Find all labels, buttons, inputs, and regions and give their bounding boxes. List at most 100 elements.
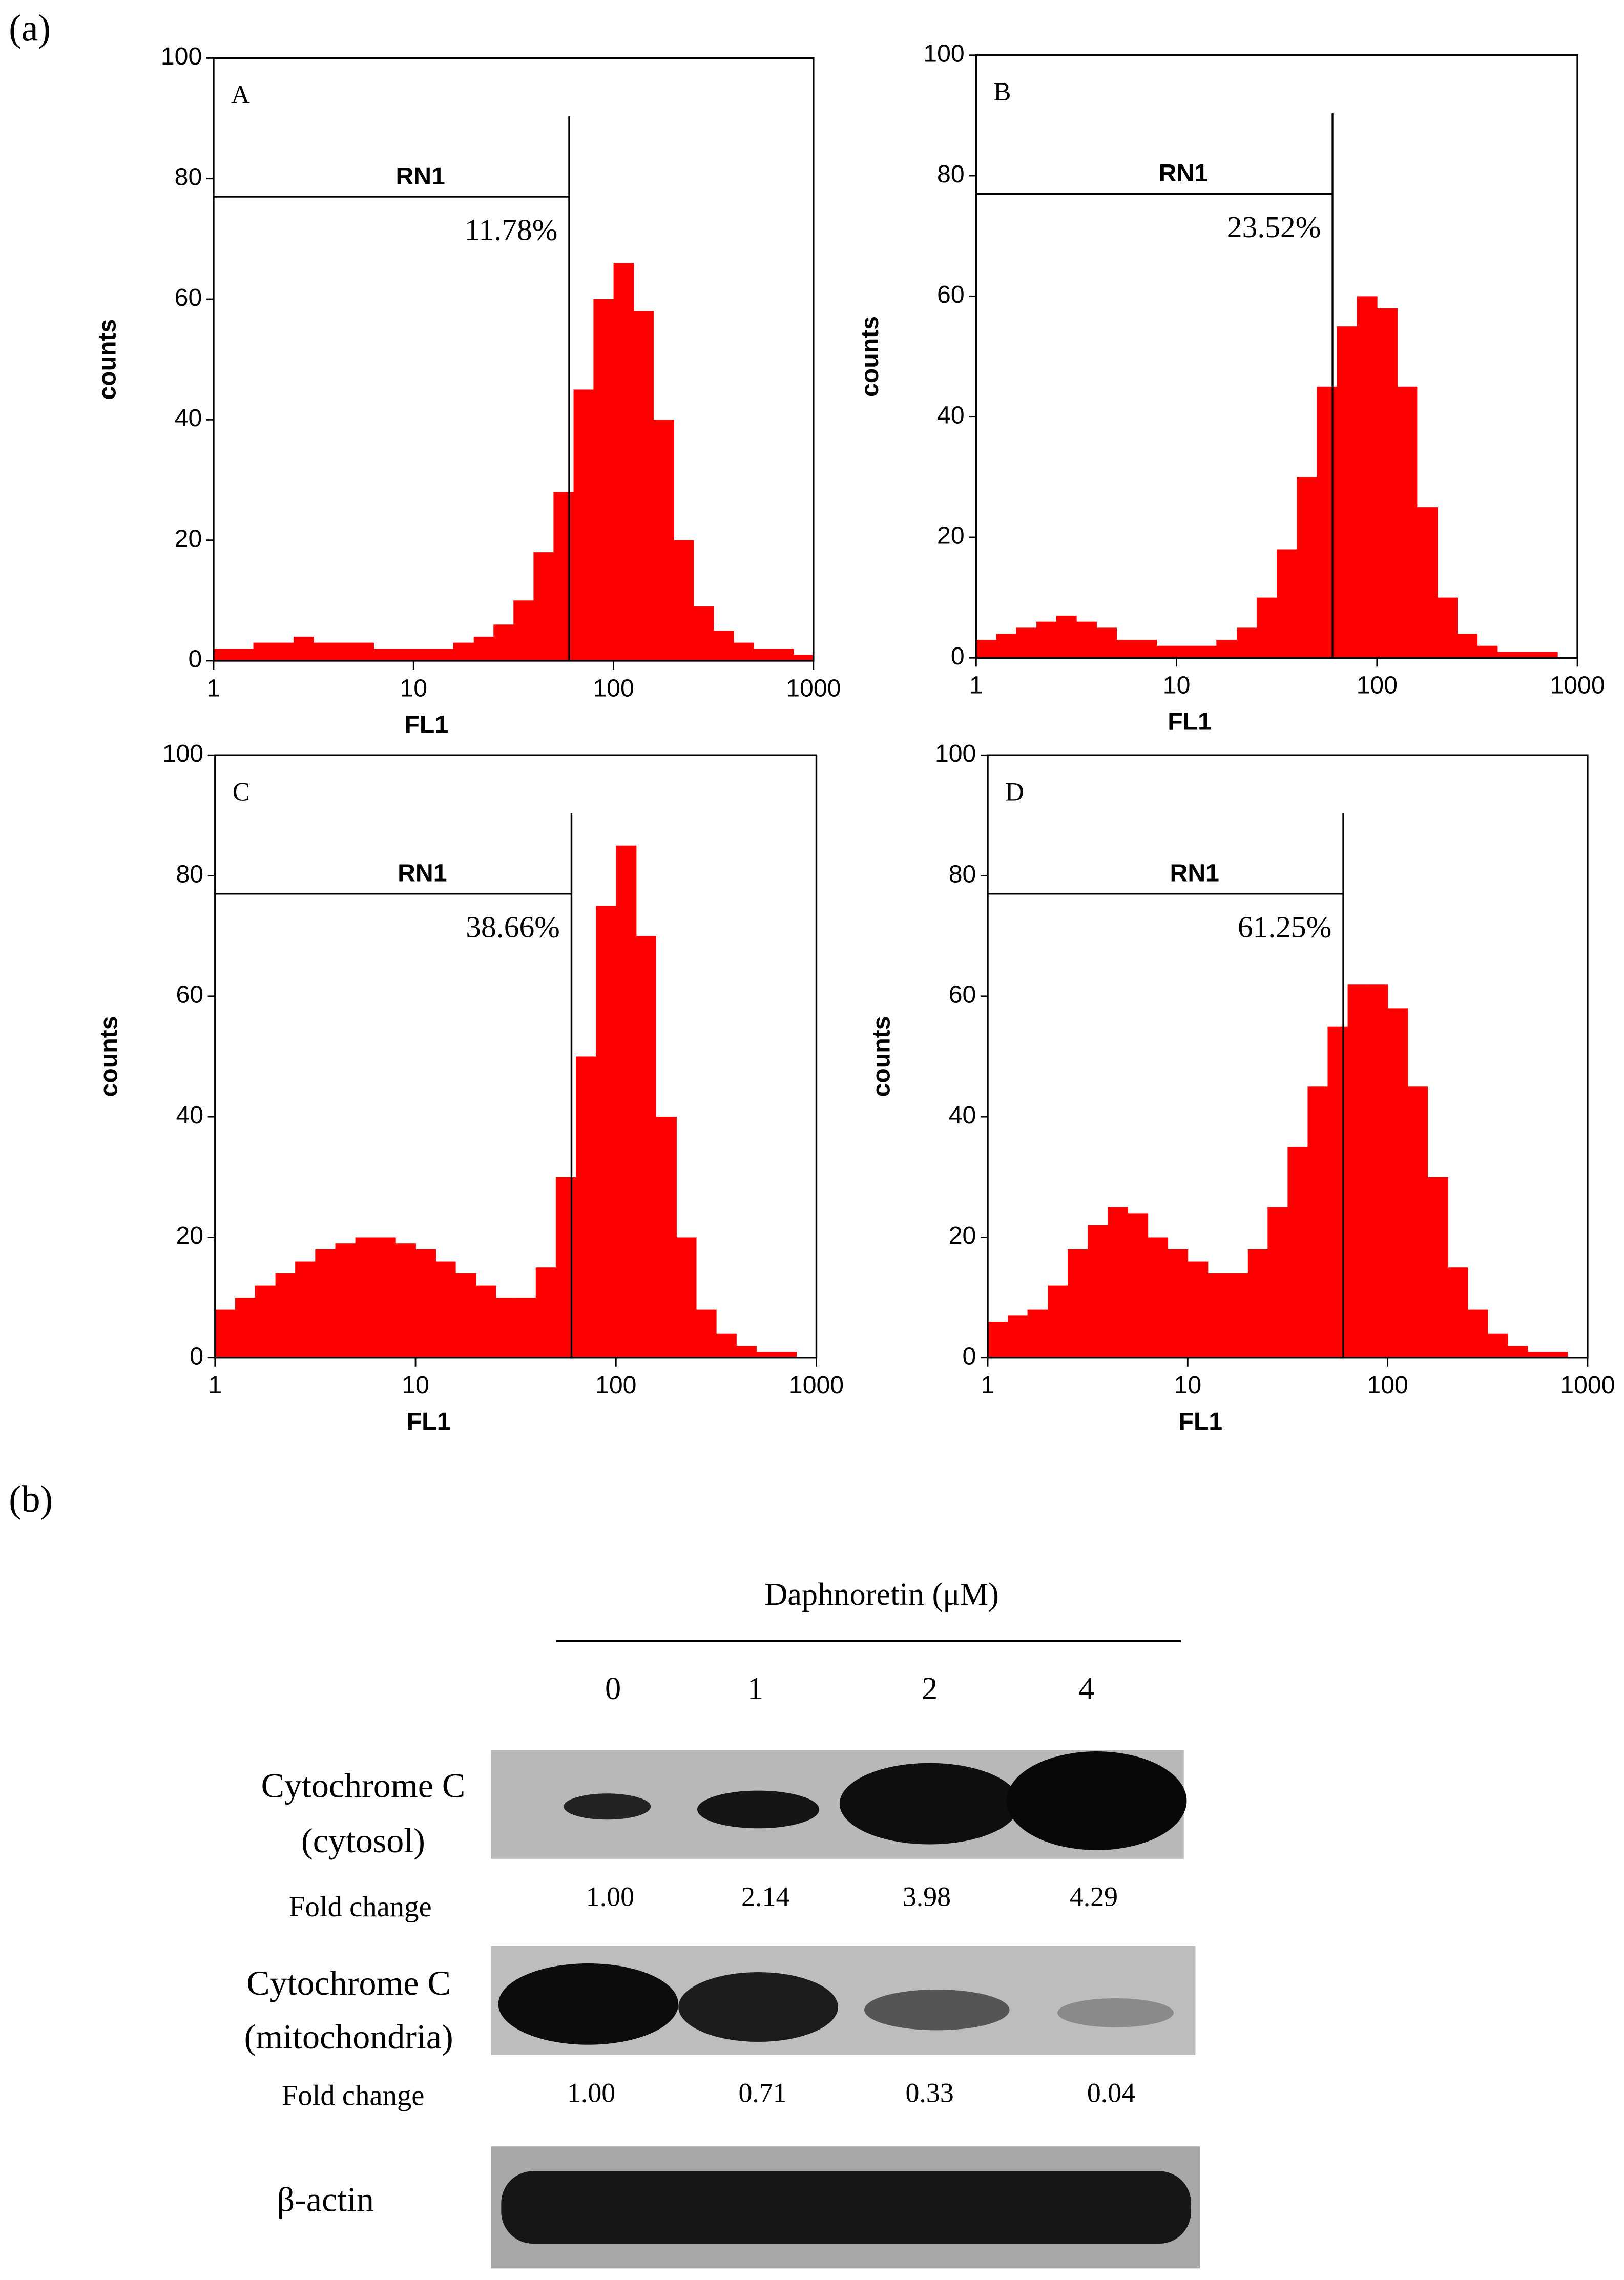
y-tick-label: 40 xyxy=(949,1101,976,1129)
y-tick-label: 0 xyxy=(188,645,202,673)
bar xyxy=(393,649,414,661)
x-tick-label: 1 xyxy=(981,1371,995,1399)
fold-label: Fold change xyxy=(289,1891,432,1923)
x-tick-label: 10 xyxy=(400,674,427,702)
bar xyxy=(535,1267,556,1358)
y-axis-label: counts xyxy=(856,316,884,397)
bar xyxy=(335,1243,356,1358)
lane-label: 4 xyxy=(1078,1671,1094,1706)
bar xyxy=(1497,652,1518,658)
x-axis-label: FL1 xyxy=(407,1408,451,1435)
x-tick-label: 1000 xyxy=(1550,672,1605,699)
gate-percent: 61.25% xyxy=(1238,910,1332,944)
blot-strip xyxy=(491,1946,1196,2055)
bar xyxy=(988,1322,1009,1358)
bar xyxy=(415,1249,436,1358)
fold-label: Fold change xyxy=(282,2080,425,2112)
bar xyxy=(1056,615,1077,658)
panel-letter: A xyxy=(231,81,250,110)
bar xyxy=(1537,652,1558,658)
bar xyxy=(1277,549,1298,658)
bar xyxy=(1048,1285,1068,1358)
bar xyxy=(1297,477,1318,658)
y-tick-label: 60 xyxy=(176,981,204,1009)
histogram: 0 20 40 60 80 100 1 10 100 1000 FL1 counts D RN1 61.25… xyxy=(868,740,1615,1435)
fold-value: 4.29 xyxy=(1070,1881,1118,1912)
bar xyxy=(576,1056,596,1358)
bar xyxy=(234,649,254,661)
fold-value: 1.00 xyxy=(586,1881,634,1912)
gate-label: RN1 xyxy=(1170,860,1219,887)
bar xyxy=(435,1261,456,1358)
y-tick-label: 60 xyxy=(949,981,976,1009)
bar xyxy=(213,649,234,661)
bar xyxy=(976,639,997,658)
bar xyxy=(613,263,634,661)
bar xyxy=(1156,645,1177,658)
bar xyxy=(1427,1177,1448,1358)
x-axis-label: FL1 xyxy=(404,710,448,738)
y-tick-label: 20 xyxy=(937,522,965,550)
panel-letter: C xyxy=(233,778,250,806)
bar xyxy=(1076,621,1097,658)
x-tick-label: 1 xyxy=(207,674,221,702)
bar xyxy=(716,1333,737,1358)
x-tick-label: 1000 xyxy=(789,1371,844,1399)
bar xyxy=(1547,1351,1568,1358)
bar xyxy=(1008,1315,1028,1358)
y-tick-label: 100 xyxy=(923,39,964,67)
bar xyxy=(274,642,294,661)
bar xyxy=(693,606,714,661)
y-tick-label: 80 xyxy=(175,163,202,191)
bar xyxy=(593,299,614,661)
bar xyxy=(395,1243,416,1358)
y-axis-label: counts xyxy=(94,319,121,400)
bar xyxy=(1196,645,1217,658)
x-tick-label: 10 xyxy=(1163,672,1191,699)
y-tick-label: 80 xyxy=(937,160,965,188)
bar xyxy=(1108,1207,1129,1358)
bar xyxy=(373,649,394,661)
bar xyxy=(1128,1213,1149,1358)
y-tick-label: 40 xyxy=(175,404,202,432)
fold-value: 0.71 xyxy=(738,2077,786,2108)
y-tick-label: 80 xyxy=(176,860,204,888)
bar xyxy=(1176,645,1197,658)
bar xyxy=(573,389,594,661)
bar xyxy=(1367,984,1388,1358)
lane-label: 1 xyxy=(747,1671,763,1706)
panel-label: (b) xyxy=(9,1478,53,1520)
bar xyxy=(996,634,1016,658)
y-tick-label: 0 xyxy=(190,1342,203,1370)
bar xyxy=(1168,1249,1189,1358)
bar xyxy=(674,540,694,661)
bar xyxy=(1148,1237,1169,1358)
bar xyxy=(653,420,674,661)
bar xyxy=(1256,597,1277,658)
bar xyxy=(1407,1086,1428,1358)
bar xyxy=(1036,621,1057,658)
bar xyxy=(493,624,514,661)
plot-frame xyxy=(213,57,815,662)
x-tick-label: 100 xyxy=(1357,672,1398,699)
bar xyxy=(253,642,275,661)
bar xyxy=(334,642,354,661)
panel-label: (a) xyxy=(9,7,51,49)
bar xyxy=(1317,386,1338,658)
row-label: (cytosol) xyxy=(301,1821,425,1860)
bar xyxy=(455,1273,476,1358)
plot-frame xyxy=(214,754,818,1359)
panel-letter: B xyxy=(993,78,1011,107)
bar xyxy=(616,845,637,1358)
bar xyxy=(753,649,774,661)
y-tick-label: 20 xyxy=(176,1222,204,1249)
bar xyxy=(1068,1249,1088,1358)
bar xyxy=(1487,1333,1508,1358)
bar xyxy=(473,636,494,661)
bar xyxy=(1267,1207,1288,1358)
plot-frame xyxy=(987,754,1589,1359)
gate-percent: 11.78% xyxy=(465,213,557,247)
y-tick-label: 20 xyxy=(175,525,202,552)
bar xyxy=(1188,1261,1209,1358)
x-tick-label: 1 xyxy=(208,1371,222,1399)
